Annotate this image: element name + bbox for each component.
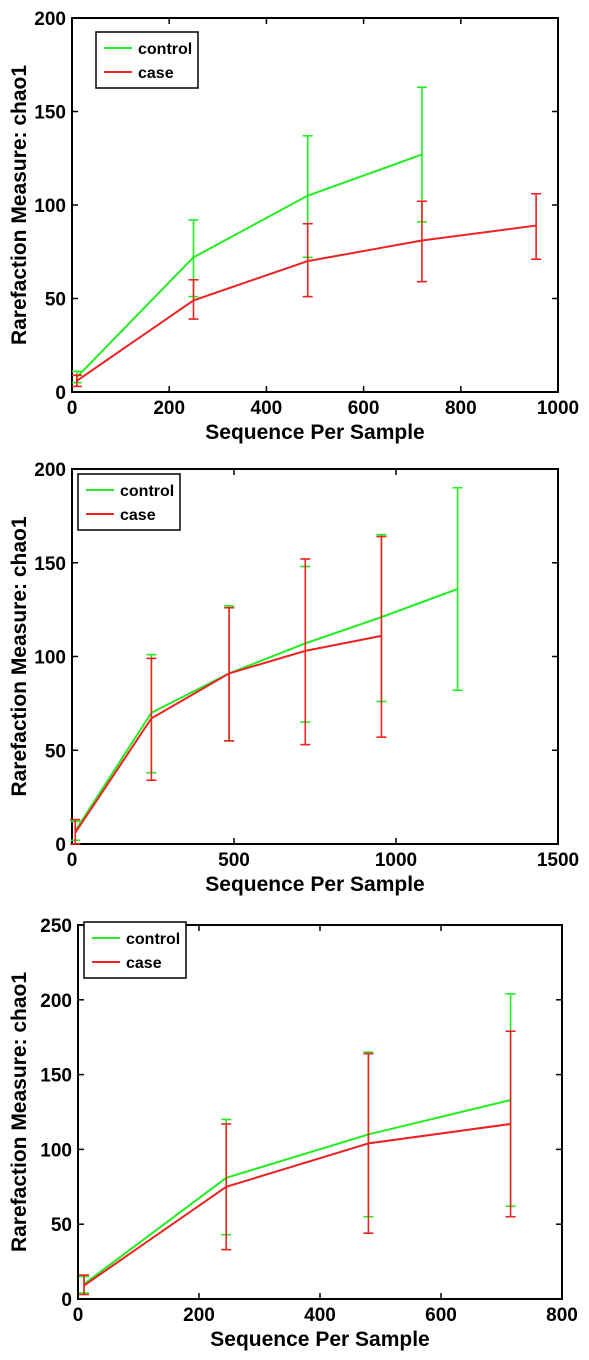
chart-svg: 0 200 400 600 800 1000 0 50 100 150 200 Sequence Pe… (8, 9, 579, 444)
data-point-case (421, 239, 423, 242)
rarefaction-chart-1: 0 200 400 600 800 1000 0 50 100 150 200 Sequence Pe… (0, 0, 589, 452)
data-point-case (192, 299, 195, 302)
legend-label-control: control (138, 41, 192, 58)
x-tick-label: 400 (304, 1305, 336, 1326)
legend-label-case: case (120, 507, 156, 524)
data-point-case (225, 1186, 228, 1188)
y-tick-label: 200 (40, 991, 72, 1012)
data-point-case (535, 224, 537, 227)
x-tick-label: 400 (251, 398, 283, 419)
x-tick-label: 800 (445, 398, 477, 419)
data-point-case (367, 1142, 370, 1145)
data-point-control (421, 153, 423, 156)
legend-box (95, 31, 199, 89)
x-tick-label: 0 (67, 398, 78, 419)
data-point-case (306, 260, 309, 262)
legend: control case (77, 473, 181, 531)
y-tick-label: 50 (45, 741, 66, 762)
x-tick-label: 0 (67, 850, 78, 871)
rarefaction-chart-2: 0 500 1000 1500 0 50 100 150 200 Sequence Per Sam… (0, 452, 589, 907)
data-point-case (228, 672, 230, 675)
legend: control case (83, 921, 187, 979)
x-tick-label: 0 (73, 1305, 84, 1326)
data-point-case (150, 717, 153, 720)
legend-box (77, 473, 181, 531)
series-control (79, 993, 516, 1294)
legend-label-control: control (120, 483, 174, 500)
series-case (79, 1030, 516, 1296)
series-control (70, 486, 463, 842)
rarefaction-chart-3: 0 200 400 600 800 0 50 100 150 200 250 Sequence Per… (0, 907, 589, 1355)
y-tick-label: 0 (61, 1290, 72, 1311)
y-axis-label: Rarefaction Measure: chao1 (8, 516, 31, 796)
y-tick-label: 0 (55, 383, 66, 404)
chart-svg: 0 500 1000 1500 0 50 100 150 200 Sequence Per Sam… (8, 460, 579, 896)
x-tick-label: 600 (425, 1305, 457, 1326)
y-tick-label: 200 (34, 460, 66, 481)
y-tick-label: 50 (45, 290, 66, 311)
data-point-case (76, 379, 78, 382)
series-case (71, 192, 542, 388)
data-point-case (509, 1123, 512, 1125)
data-point-control (306, 194, 309, 197)
y-tick-label: 150 (34, 554, 66, 575)
legend-label-case: case (138, 65, 174, 82)
data-point-case (74, 831, 77, 834)
series-case (70, 535, 387, 845)
x-tick-label: 800 (546, 1305, 578, 1326)
data-point-case (304, 650, 307, 652)
series-line-control (76, 153, 423, 378)
y-tick-label: 150 (34, 103, 66, 124)
legend: control case (95, 31, 199, 89)
plot-frame (77, 924, 563, 1300)
x-tick-label: 600 (348, 398, 380, 419)
series-line-control (83, 1099, 511, 1285)
legend-label-control: control (126, 931, 180, 948)
legend-box (83, 921, 187, 979)
y-tick-label: 200 (34, 9, 66, 30)
series-line-case (74, 634, 382, 834)
y-tick-label: 0 (55, 835, 66, 856)
y-tick-label: 100 (34, 648, 66, 669)
series-line-case (83, 1122, 511, 1287)
x-axis-label: Sequence Per Sample (205, 873, 424, 896)
y-tick-label: 50 (51, 1215, 72, 1236)
x-tick-label: 1000 (375, 850, 417, 871)
y-axis-label: Rarefaction Measure: chao1 (8, 65, 31, 345)
series-line-control (74, 588, 458, 832)
x-tick-label: 1500 (537, 850, 579, 871)
y-tick-label: 100 (34, 196, 66, 217)
x-tick-label: 200 (153, 398, 185, 419)
series-control (71, 86, 427, 384)
y-tick-label: 150 (40, 1066, 72, 1087)
y-axis-label: Rarefaction Measure: chao1 (8, 972, 31, 1252)
x-axis-label: Sequence Per Sample (205, 421, 424, 444)
x-tick-label: 200 (183, 1305, 215, 1326)
x-axis-label: Sequence Per Sample (210, 1328, 429, 1351)
x-tick-label: 500 (218, 850, 250, 871)
y-tick-label: 100 (40, 1140, 72, 1161)
data-point-case (83, 1284, 85, 1287)
series-line-case (76, 224, 537, 382)
data-point-control (192, 256, 195, 259)
data-point-case (380, 635, 383, 637)
chart-svg: 0 200 400 600 800 0 50 100 150 200 250 Sequence Per… (8, 916, 578, 1351)
legend-label-case: case (126, 955, 162, 972)
y-tick-label: 250 (40, 916, 72, 937)
x-tick-label: 1000 (537, 398, 579, 419)
data-point-control (456, 588, 459, 590)
